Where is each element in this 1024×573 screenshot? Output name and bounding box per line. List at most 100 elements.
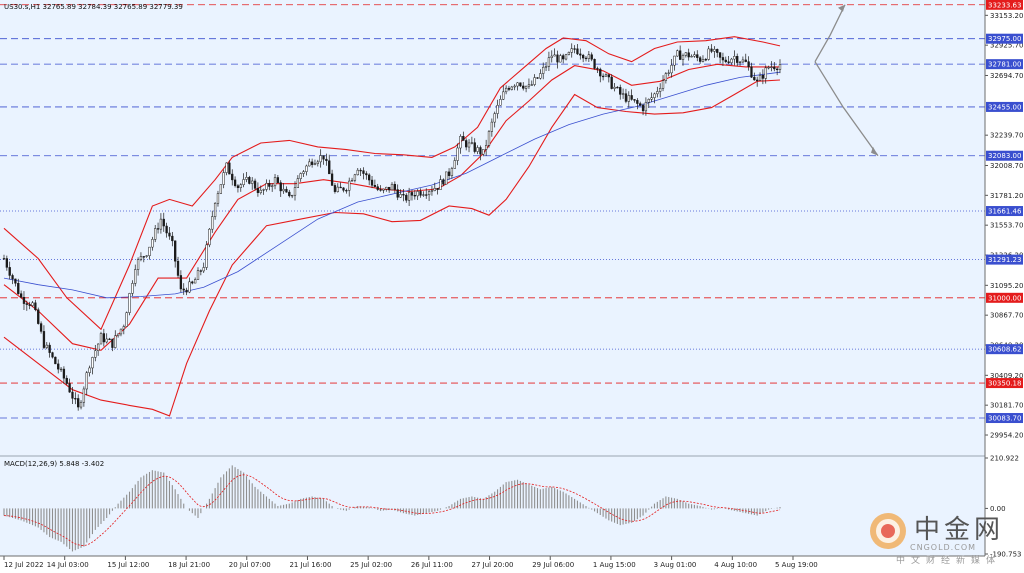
time-tick-label: 4 Aug 10:00 — [714, 561, 757, 569]
candle-body — [673, 55, 676, 66]
candle-body — [271, 185, 274, 187]
candle-body — [62, 368, 66, 379]
candle-body — [216, 193, 220, 204]
candle-body — [427, 191, 431, 196]
candle-body — [322, 155, 325, 160]
candle-body — [116, 333, 120, 337]
level-tag — [986, 378, 1023, 389]
candle-body — [676, 50, 679, 57]
candle-body — [775, 68, 779, 70]
candle-body — [436, 187, 439, 190]
candle-body — [302, 171, 305, 174]
level-label: 32781.00 — [988, 61, 1021, 69]
candle-body — [179, 275, 183, 290]
candle-body — [718, 52, 722, 58]
level-tag — [986, 413, 1023, 424]
candle-body — [125, 312, 128, 327]
candle-body — [747, 61, 750, 67]
candle-body — [733, 56, 736, 60]
candle-body — [342, 187, 345, 191]
candle-body — [479, 147, 482, 155]
candle-body — [154, 228, 157, 240]
time-tick-label: 20 Jul 07:00 — [229, 561, 271, 569]
candle-body — [716, 49, 719, 53]
candle-body — [88, 367, 91, 373]
candle-body — [439, 179, 442, 190]
candle-body — [362, 170, 365, 174]
candle-body — [476, 147, 479, 152]
candle-body — [196, 270, 200, 280]
candle-body — [639, 103, 642, 106]
candle-body — [519, 82, 522, 87]
candle-body — [96, 343, 100, 351]
candle-body — [601, 75, 605, 78]
time-tick-label: 25 Jul 02:00 — [350, 561, 392, 569]
candle-body — [11, 275, 14, 280]
candle-body — [450, 168, 454, 176]
candle-body — [185, 289, 188, 293]
candle-body — [773, 66, 776, 70]
candle-body — [359, 169, 362, 172]
candle-body — [604, 74, 608, 77]
candle-body — [524, 85, 528, 89]
candle-body — [193, 279, 197, 284]
price-tick-label: 32239.70 — [990, 132, 1023, 140]
candle-body — [758, 74, 762, 81]
candle-body — [596, 68, 599, 70]
candle-body — [730, 58, 733, 63]
candle-body — [473, 142, 476, 152]
level-label: 32083.00 — [988, 152, 1021, 160]
level-label: 30608.62 — [988, 346, 1021, 354]
price-tick-label: 29954.20 — [990, 432, 1023, 440]
candle-body — [567, 52, 571, 55]
candle-body — [282, 188, 285, 192]
candle-body — [82, 388, 86, 403]
candle-body — [630, 95, 633, 100]
candle-body — [356, 169, 359, 176]
forecast-arrows — [814, 4, 879, 157]
candle-body — [199, 270, 203, 272]
candle-body — [308, 161, 311, 167]
candle-body — [365, 173, 368, 176]
candle-body — [636, 100, 639, 104]
candle-body — [770, 66, 773, 69]
candle-body — [647, 99, 650, 103]
candle-body — [37, 309, 40, 324]
candle-body — [550, 55, 553, 58]
candle-body — [39, 323, 43, 332]
candle-body — [559, 55, 562, 63]
candle-body — [248, 177, 251, 184]
candle-body — [681, 55, 685, 60]
candle-body — [704, 59, 707, 61]
time-tick-label: 18 Jul 21:00 — [168, 561, 210, 569]
candle-body — [576, 48, 579, 55]
candle-body — [502, 91, 505, 100]
candle-body — [467, 142, 471, 148]
candle-body — [279, 182, 282, 192]
level-tag — [986, 292, 1023, 303]
candle-body — [171, 235, 174, 242]
candle-body — [316, 161, 319, 164]
candle-body — [664, 73, 668, 81]
candle-body — [99, 333, 103, 345]
candle-body — [410, 192, 414, 196]
time-tick-label: 27 Jul 20:00 — [472, 561, 514, 569]
candle-body — [579, 53, 582, 56]
candle-body — [419, 191, 422, 196]
candle-body — [85, 372, 88, 390]
candle-body — [276, 177, 280, 183]
candle-body — [225, 162, 228, 173]
level-tag — [986, 344, 1023, 355]
price-tick-label: 31095.20 — [990, 282, 1023, 290]
time-tick-label: 5 Aug 19:00 — [775, 561, 818, 569]
candle-body — [162, 218, 165, 227]
candle-body — [2, 258, 6, 260]
candle-body — [310, 161, 314, 165]
price-tick-label: 31781.20 — [990, 192, 1023, 200]
time-axis-ticks: 12 Jul 2022 14 Jul 03:00 15 Jul 12:00 18 Ju… — [3, 556, 818, 569]
candle-body — [328, 160, 331, 175]
time-axis-panel — [0, 556, 985, 573]
candle-body — [416, 191, 419, 197]
candle-body — [670, 64, 673, 74]
